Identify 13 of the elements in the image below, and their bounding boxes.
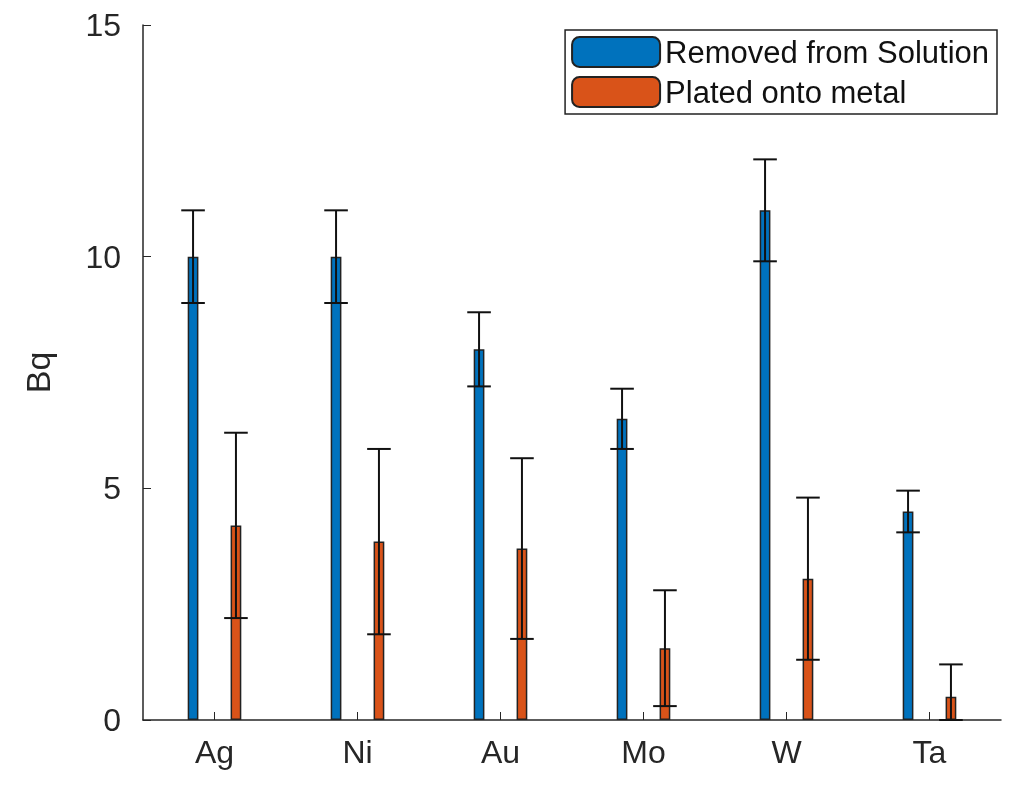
- y-tick-label: 0: [103, 702, 121, 738]
- y-tick-label: 10: [85, 238, 121, 275]
- y-tick-label: 15: [85, 7, 121, 43]
- x-tick-label: Ta: [912, 734, 947, 770]
- x-tick-label: Au: [480, 734, 521, 770]
- legend-label: Removed from Solution: [665, 34, 990, 70]
- x-tick-label: Ag: [194, 734, 235, 770]
- x-tick-label: W: [771, 734, 803, 770]
- y-tick-label: 5: [103, 470, 121, 507]
- y-axis-title: Bq: [19, 351, 57, 394]
- x-tick-label: Ni: [342, 734, 373, 770]
- x-tick-label: Mo: [621, 734, 666, 770]
- legend-label: Plated onto metal: [665, 74, 907, 110]
